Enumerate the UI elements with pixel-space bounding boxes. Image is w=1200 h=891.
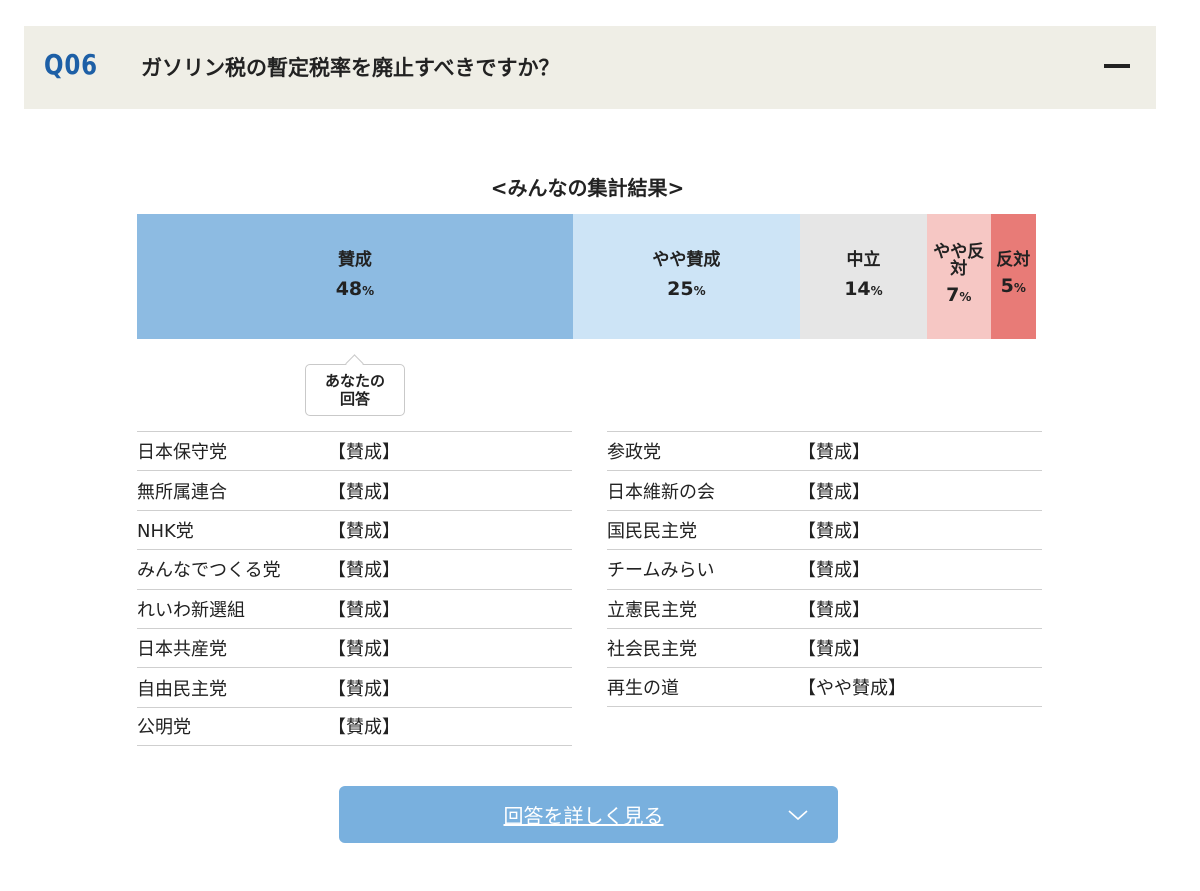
party-name: 日本維新の会 — [607, 481, 715, 503]
your-answer-label: あなたの回答 — [324, 372, 385, 408]
result-stacked-bar: 賛成 48% やや賛成 25% 中立 14% やや反対 7% 反対 5% — [137, 214, 1036, 339]
party-row: 参政党 【賛成】 — [607, 431, 1042, 470]
detail-answer-button[interactable]: 回答を詳しく見る — [339, 786, 838, 843]
question-title: ガソリン税の暫定税率を廃止すべきですか？ — [141, 56, 560, 80]
party-row: 再生の道 【やや賛成】 — [607, 667, 1042, 707]
party-stance: 【賛成】 — [328, 639, 400, 661]
bar-segment-4: 反対 5% — [990, 214, 1036, 339]
party-name: 立憲民主党 — [607, 599, 697, 621]
party-stance: 【賛成】 — [328, 481, 400, 503]
party-row: 自由民主党 【賛成】 — [137, 667, 572, 706]
party-stance: 【賛成】 — [798, 442, 870, 464]
your-answer-marker: あなたの回答 — [305, 364, 405, 416]
party-stance: 【賛成】 — [798, 639, 870, 661]
question-header[interactable]: Q06 ガソリン税の暫定税率を廃止すべきですか？ — [24, 26, 1156, 109]
party-row: 無所属連合 【賛成】 — [137, 470, 572, 509]
party-stance: 【賛成】 — [798, 560, 870, 582]
party-stance: 【賛成】 — [328, 442, 400, 464]
party-row: 日本維新の会 【賛成】 — [607, 470, 1042, 509]
bar-segment-label: 中立 — [846, 249, 881, 270]
bar-segment-label: やや反対 — [933, 241, 985, 279]
party-name: 無所属連合 — [137, 481, 227, 503]
party-row: チームみらい 【賛成】 — [607, 549, 1042, 588]
party-name: 国民民主党 — [607, 520, 697, 542]
percent-unit: % — [959, 289, 972, 304]
bar-segment-percent: 48% — [336, 276, 374, 304]
chevron-down-icon — [788, 810, 808, 821]
party-name: NHK党 — [137, 520, 194, 542]
party-row: 公明党 【賛成】 — [137, 706, 572, 747]
party-stance: 【賛成】 — [328, 678, 400, 700]
bar-segment-value: 25 — [667, 277, 694, 300]
party-row: 日本共産党 【賛成】 — [137, 627, 572, 667]
party-row: 社会民主党 【賛成】 — [607, 627, 1042, 667]
bar-segment-label: 賛成 — [337, 249, 372, 270]
party-row: NHK党 【賛成】 — [137, 509, 572, 549]
bar-segment-value: 14 — [844, 277, 871, 300]
bar-segment-label: 反対 — [996, 250, 1031, 270]
bar-segment-percent: 14% — [844, 276, 882, 304]
party-row: みんなでつくる党 【賛成】 — [137, 549, 572, 588]
bar-segment-value: 48 — [335, 277, 363, 300]
percent-unit: % — [1013, 281, 1026, 295]
party-name: 日本共産党 — [137, 639, 227, 661]
party-name: 日本保守党 — [137, 442, 227, 464]
summary-title: <みんなの集計結果> — [490, 176, 685, 200]
bar-segment-2: 中立 14% — [799, 214, 928, 339]
question-number: Q06 — [44, 48, 98, 81]
party-name: 参政党 — [607, 442, 661, 464]
bar-segment-3: やや反対 7% — [927, 214, 991, 339]
party-name: 自由民主党 — [137, 678, 227, 700]
bar-segment-percent: 25% — [667, 276, 705, 304]
party-stance: 【賛成】 — [328, 520, 400, 542]
party-list-right: 参政党 【賛成】 日本維新の会 【賛成】 国民民主党 【賛成】 チームみらい 【賛成】 立憲民主… — [607, 431, 1042, 707]
party-name: みんなでつくる党 — [137, 560, 281, 582]
party-stance: 【賛成】 — [328, 717, 400, 739]
party-name: チームみらい — [607, 560, 715, 582]
bar-segment-0: 賛成 48% — [137, 214, 573, 339]
party-stance: 【賛成】 — [328, 560, 400, 582]
percent-unit: % — [870, 283, 883, 298]
party-name: 社会民主党 — [607, 639, 697, 661]
party-name: 再生の道 — [607, 678, 679, 700]
party-name: れいわ新選組 — [137, 599, 245, 621]
party-name: 公明党 — [137, 717, 191, 739]
bar-segment-label: やや賛成 — [652, 249, 721, 270]
percent-unit: % — [362, 283, 375, 298]
party-stance: 【賛成】 — [798, 599, 870, 621]
party-stance: 【賛成】 — [798, 481, 870, 503]
party-stance: 【やや賛成】 — [798, 678, 906, 700]
detail-answer-button-label: 回答を詳しく見る — [503, 804, 664, 828]
party-row: 国民民主党 【賛成】 — [607, 509, 1042, 549]
party-stance: 【賛成】 — [798, 520, 870, 542]
bar-segment-value: 5 — [1000, 275, 1014, 297]
party-row: 立憲民主党 【賛成】 — [607, 588, 1042, 628]
bar-segment-value: 7 — [946, 283, 960, 306]
party-list-left: 日本保守党 【賛成】 無所属連合 【賛成】 NHK党 【賛成】 みんなでつくる党 【賛成】 れい… — [137, 431, 572, 747]
party-row: れいわ新選組 【賛成】 — [137, 588, 572, 628]
party-row: 日本保守党 【賛成】 — [137, 431, 572, 470]
bar-segment-1: やや賛成 25% — [572, 214, 800, 339]
minus-icon[interactable] — [1104, 64, 1130, 68]
bar-segment-percent: 7% — [946, 282, 971, 310]
party-stance: 【賛成】 — [328, 599, 400, 621]
bar-segment-percent: 5% — [1001, 273, 1026, 301]
percent-unit: % — [693, 283, 706, 298]
